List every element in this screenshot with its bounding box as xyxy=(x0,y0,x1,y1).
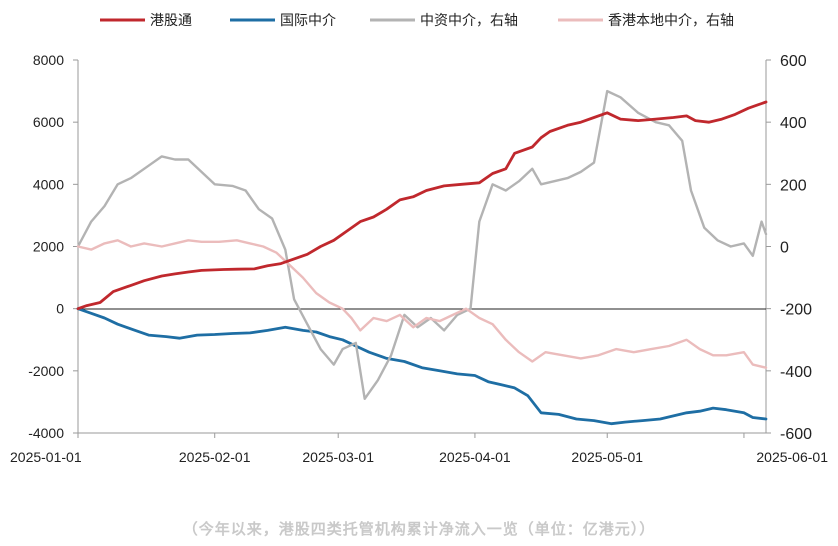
right-axis-tick-label: 400 xyxy=(780,115,807,132)
left-axis-tick-label: 6000 xyxy=(33,114,64,130)
legend-label: 港股通 xyxy=(150,12,192,28)
series-line xyxy=(76,89,768,400)
right-axis-tick-label: -400 xyxy=(780,364,812,381)
left-axis-tick-label: 4000 xyxy=(33,176,64,192)
right-axis-tick-label: -200 xyxy=(780,302,812,319)
series-line xyxy=(76,100,768,311)
right-axis-tick-label: 0 xyxy=(780,240,789,257)
left-axis-tick-label: 2000 xyxy=(33,239,64,255)
legend-label: 国际中介 xyxy=(280,12,336,28)
right-axis-tick-label: -600 xyxy=(780,426,812,443)
left-axis-tick-label: -4000 xyxy=(28,425,64,441)
x-axis-tick-label: 2025-01-01 xyxy=(10,449,82,465)
legend: 港股通 国际中介 中资中介，右轴 香港本地中介，右轴 xyxy=(100,12,734,28)
legend-label: 中资中介，右轴 xyxy=(420,12,518,28)
series-lines xyxy=(76,89,768,426)
x-axis-tick-label: 2025-05-01 xyxy=(571,449,643,465)
right-axis-tick-label: 200 xyxy=(780,177,807,194)
x-axis-tick-label: 2025-02-01 xyxy=(179,449,251,465)
legend-label: 香港本地中介，右轴 xyxy=(608,12,734,28)
x-axis-tick-label: 2025-03-01 xyxy=(302,449,374,465)
axes: -4000-200002000400060008000-600-400-2000… xyxy=(10,52,828,465)
left-axis-tick-label: 8000 xyxy=(33,52,64,68)
chart-caption: （今年以来，港股四类托管机构累计净流入一览（单位：亿港元）） xyxy=(182,520,656,538)
series-line xyxy=(76,239,768,369)
left-axis-tick-label: 0 xyxy=(56,301,64,317)
right-axis-tick-label: 600 xyxy=(780,53,807,70)
left-axis-tick-label: -2000 xyxy=(28,363,64,379)
x-axis-tick-label: 2025-04-01 xyxy=(439,449,511,465)
series-line xyxy=(76,307,768,426)
x-axis-tick-label: 2025-06-01 xyxy=(756,449,828,465)
